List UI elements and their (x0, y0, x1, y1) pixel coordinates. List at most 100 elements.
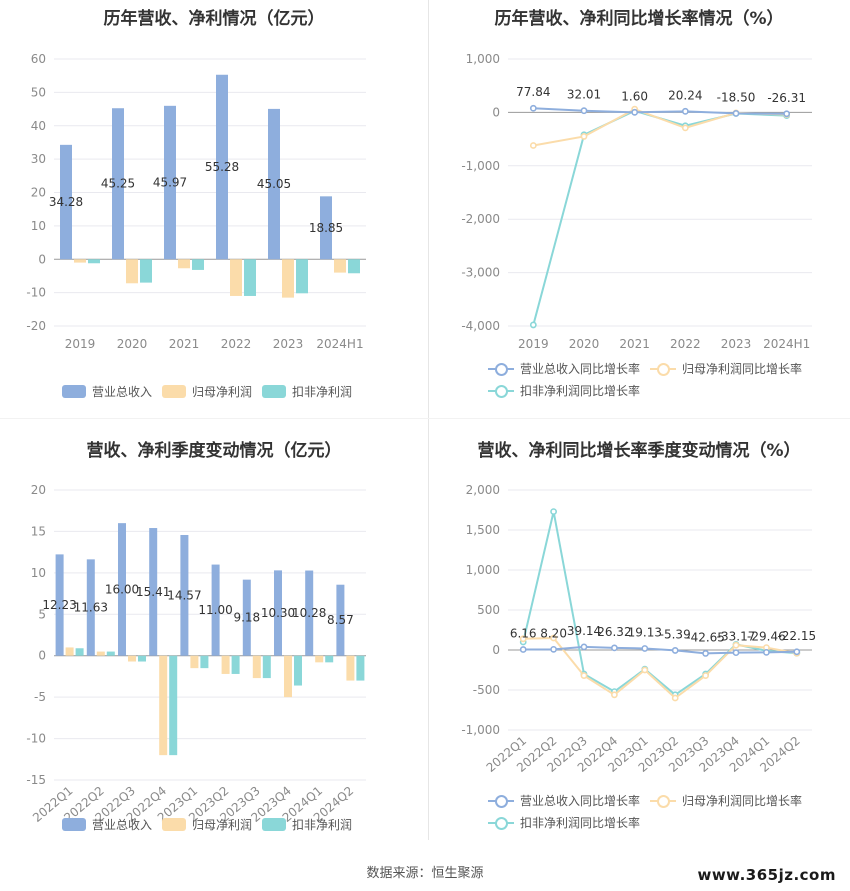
legend-label: 归母净利润同比增长率 (682, 362, 803, 376)
legend-item-revenue-growth[interactable]: 营业总收入同比增长率 (488, 360, 640, 377)
bar (346, 655, 355, 681)
legend-item-revenue[interactable]: 营业总收入 (62, 383, 152, 400)
bar (200, 655, 209, 669)
legend-item-net-growth[interactable]: 归母净利润同比增长率 (650, 792, 802, 809)
bar (282, 259, 294, 298)
y-tick-label: 15 (31, 524, 46, 538)
y-tick-label: -4,000 (461, 319, 500, 333)
legend-label: 归母净利润 (192, 818, 253, 832)
bar (140, 259, 152, 283)
data-label: 55.28 (205, 160, 239, 174)
y-tick-label: 40 (31, 119, 46, 133)
swatch-deducted-profit (262, 818, 286, 831)
legend-label: 归母净利润 (192, 385, 253, 399)
y-tick-label: -1,000 (461, 159, 500, 173)
data-point (732, 109, 740, 117)
legend-label: 扣非净利润 (292, 385, 353, 399)
bar (178, 259, 190, 269)
x-tick-label: 2022 (670, 337, 701, 351)
y-tick-label: -15 (26, 773, 46, 787)
data-label: 15.41 (136, 585, 170, 599)
legend-item-net-profit[interactable]: 归母净利润 (162, 383, 252, 400)
bar (65, 647, 74, 656)
bar (334, 259, 346, 273)
data-source: 数据来源：恒生聚源 (366, 866, 484, 881)
data-point (681, 124, 689, 132)
bar (284, 655, 292, 698)
swatch-revenue-growth (488, 362, 514, 376)
legend-item-net-growth[interactable]: 归母净利润同比增长率 (650, 360, 802, 377)
legend-label: 扣非净利润 (292, 818, 353, 832)
data-label: -33.17 (717, 630, 756, 644)
data-label: 8.57 (327, 613, 354, 627)
bar (221, 655, 230, 674)
swatch-net-growth (650, 794, 676, 808)
data-label: 10.28 (292, 606, 326, 620)
data-point (783, 110, 791, 118)
bar (305, 570, 314, 656)
legend-item-revenue[interactable]: 营业总收入 (62, 816, 152, 833)
data-point (519, 646, 527, 653)
bar (192, 259, 204, 270)
bar (164, 105, 176, 260)
bar (60, 144, 72, 260)
data-label: -29.46 (747, 629, 786, 643)
legend-item-deducted-profit[interactable]: 扣非净利润 (262, 383, 352, 400)
bar (126, 259, 138, 284)
bar (325, 655, 334, 663)
bar (296, 259, 308, 294)
legend-label: 扣非净利润同比增长率 (520, 816, 641, 830)
data-point (681, 107, 689, 115)
bar (169, 655, 178, 756)
data-label: -18.50 (717, 90, 756, 104)
legend-item-deducted-growth[interactable]: 扣非净利润同比增长率 (488, 814, 640, 831)
data-label: 77.84 (516, 85, 550, 99)
chart-title: 营收、净利同比增长率季度变动情况（%） (477, 441, 801, 461)
data-point (671, 694, 679, 702)
bar (74, 259, 86, 263)
panel-annual-amount: 历年营收、净利情况（亿元） -20 -10 0 10 20 30 40 50 60 2019 202… (0, 0, 428, 418)
data-point (529, 321, 537, 329)
chart-annual-amount: -20 -10 0 10 20 30 40 50 60 2019 2020 2021 2022 2023 2… (26, 52, 366, 351)
data-label: 39.14 (567, 624, 601, 638)
data-label: 11.00 (198, 603, 232, 617)
y-tick-label: -10 (26, 732, 46, 746)
data-point (580, 133, 588, 140)
y-tick-label: -20 (26, 319, 46, 333)
x-tick-label: 2021 (619, 337, 650, 351)
data-label: 8.20 (540, 626, 567, 640)
y-tick-label: 0 (492, 643, 500, 657)
bar (244, 259, 256, 296)
y-tick-label: 1,000 (466, 563, 500, 577)
data-label: 32.01 (567, 88, 601, 102)
x-tick-label: 2023 (273, 337, 304, 351)
panel-quarterly-amount: 营收、净利季度变动情况（亿元） -15 -10 -5 0 5 10 15 20 2022Q1 20… (0, 420, 428, 840)
swatch-deducted-profit (262, 385, 286, 398)
legend-item-deducted-growth[interactable]: 扣非净利润同比增长率 (488, 382, 640, 399)
y-tick-label: 0 (38, 649, 46, 663)
swatch-revenue (62, 385, 86, 398)
legend-label: 营业总收入 (92, 818, 153, 832)
y-tick-label: 10 (31, 566, 46, 580)
x-tick-label: 2019 (65, 337, 96, 351)
y-tick-label: -3,000 (461, 266, 500, 280)
chart-annual-growth: -4,000 -3,000 -2,000 -1,000 0 1,000 2019 2020 20… (461, 52, 812, 351)
y-tick-label: 1,000 (466, 52, 500, 66)
bar (230, 259, 242, 296)
y-tick-label: -2,000 (461, 212, 500, 226)
y-tick-label: 500 (477, 603, 500, 617)
data-point (631, 108, 639, 116)
legend-item-net-profit[interactable]: 归母净利润 (162, 816, 252, 833)
legend-label: 营业总收入同比增长率 (520, 794, 641, 808)
data-label: 20.24 (668, 88, 702, 102)
bar (138, 655, 146, 662)
data-label: 19.13 (628, 625, 662, 639)
x-tick-label: 2022 (221, 337, 252, 351)
x-tick-label: 2023 (721, 337, 752, 351)
y-tick-label: 30 (31, 152, 46, 166)
legend-item-revenue-growth[interactable]: 营业总收入同比增长率 (488, 792, 640, 809)
legend-label: 扣非净利润同比增长率 (520, 384, 641, 398)
y-tick-label: -10 (26, 286, 46, 300)
chart-quarterly-amount: -15-10-5051015202022Q12022Q22022Q32022Q4… (26, 483, 366, 825)
legend-item-deducted-profit[interactable]: 扣非净利润 (262, 816, 352, 833)
